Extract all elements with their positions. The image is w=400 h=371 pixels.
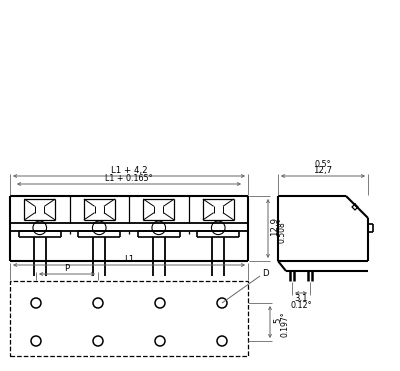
Text: L1 + 4,2: L1 + 4,2 [111, 165, 147, 174]
Text: 12,7: 12,7 [314, 165, 332, 174]
Text: 12,9: 12,9 [270, 217, 280, 236]
Text: 0.508°: 0.508° [278, 218, 286, 243]
Text: 0.12°: 0.12° [290, 301, 312, 309]
Text: L1: L1 [124, 255, 134, 263]
Text: 5: 5 [274, 317, 282, 323]
Text: P: P [64, 264, 70, 273]
Text: D: D [262, 269, 268, 278]
Bar [10, 281, 248, 356]
Text: 3,1: 3,1 [294, 295, 308, 303]
Text: L1 + 0.165°: L1 + 0.165° [105, 174, 153, 183]
Text: 0.5°: 0.5° [315, 160, 331, 168]
Text: 0.197°: 0.197° [280, 311, 290, 337]
